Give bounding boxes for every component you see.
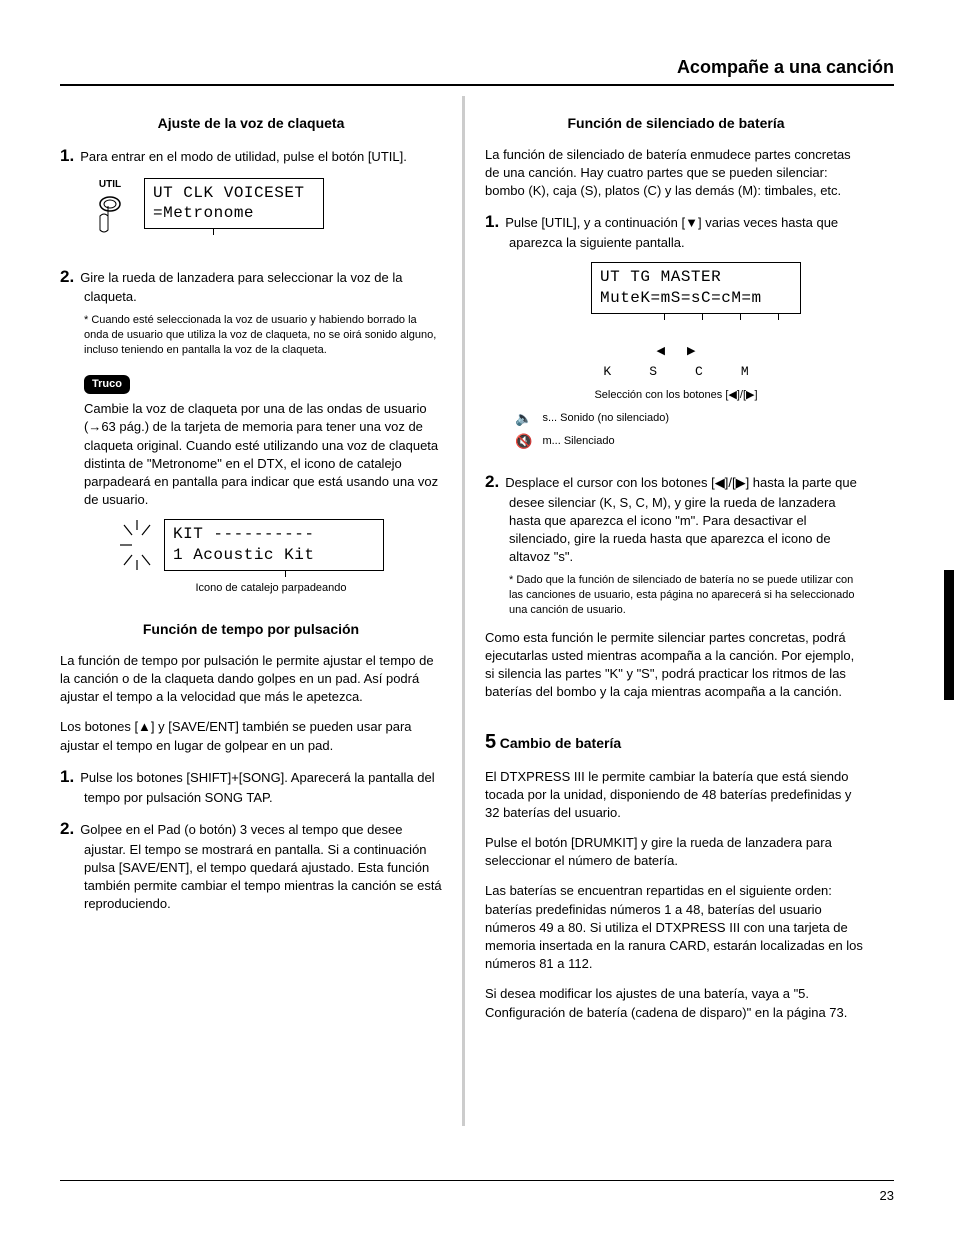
page-header: Acompañe a una canción [60,55,894,86]
lcd2-caption: Icono de catalejo parpadeando [100,581,442,596]
legend-speaker: s... Sonido (no silenciado) [542,411,669,431]
tap-step2-text: Golpee en el Pad (o botón) 3 veces al te… [80,822,441,911]
legend-mute: m... Silenciado [542,434,614,454]
letter-c: C [695,363,703,381]
mute-icon: 🔇 [515,434,532,454]
page-number: 23 [880,1188,894,1203]
cd-text1: Pulse el botón [DRUMKIT] y gire la rueda… [485,834,867,870]
cd-text2: Las baterías se encuentran repartidas en… [485,882,867,973]
mute-step2-text: Desplace el cursor con los botones [◀]/[… [505,475,857,564]
lcd2-line2: 1 Acoustic Kit [173,546,314,564]
cd-para: El DTXPRESS III le permite cambiar la ba… [485,768,867,823]
mute-step2-note: * Dado que la función de silenciado de b… [485,573,867,619]
mute-step-1: 1. Pulse [UTIL], y a continuación [▼] var… [485,210,867,252]
legend-nav: Selección con los botones [◀]/[▶] [485,388,867,403]
lcd-kit: KIT ---------- 1 Acoustic Kit [164,519,384,571]
lcd2-line1: KIT ---------- [173,525,314,543]
step-1: 1. Para entrar en el modo de utilidad, pu… [60,144,442,168]
nav-triangles: ◀ ▶ [485,344,867,359]
mute-step1-num: 1. [485,212,499,231]
lcd1-line1: UT CLK VOICESET [153,184,305,202]
util-label: UTIL [90,178,130,192]
triangle-right-icon: ▶ [687,344,695,359]
tap-para-2: Los botones [▲] y [SAVE/ENT] también se … [60,718,442,754]
tap-step1-num: 1. [60,767,74,786]
truco-text: Cambie la voz de claqueta por una de las… [60,400,442,509]
lcd3-line1: UT TG MASTER [600,268,721,286]
mute-step1-text: Pulse [UTIL], y a continuación [▼] varia… [505,215,838,250]
util-button-icon: UTIL [90,178,130,243]
kit-lcd-display: KIT ---------- 1 Acoustic Kit [120,519,442,571]
press-button-icon [90,192,130,238]
tap-step2-num: 2. [60,819,74,838]
mute-step-2: 2. Desplace el cursor con los botones [◀]… [485,470,867,567]
header-title: Acompañe a una canción [60,55,894,80]
right-column: Función de silenciado de batería La func… [477,96,867,1126]
step-2-text: Gire la rueda de lanzadera para seleccio… [80,270,402,305]
left-column: Ajuste de la voz de claqueta 1. Para entr… [60,96,450,1126]
step-2: 2. Gire la rueda de lanzadera para selecc… [60,265,442,307]
step-2-num: 2. [60,267,74,286]
triangle-left-icon: ◀ [657,344,665,359]
tap-step-2: 2. Golpee en el Pad (o botón) 3 veces al … [60,817,442,914]
label-letters-row: K S C M [485,363,867,381]
tap-step1-text: Pulse los botones [SHIFT]+[SONG]. Aparec… [80,770,434,805]
util-illustration: UTIL UT CLK VOICESET =Metronome [90,178,442,243]
mute-step2-num: 2. [485,472,499,491]
step-2-note: * Cuando esté seleccionada la voz de usu… [60,313,442,359]
section-5-title: Cambio de batería [500,735,621,751]
flash-rays-icon [120,520,154,570]
step-1-num: 1. [60,146,74,165]
speaker-icon: 🔈 [515,411,532,431]
truco-badge: Truco [84,375,130,394]
column-divider [462,96,465,1126]
mute-ref-para: Como esta función le permite silenciar p… [485,629,867,702]
lcd-master: UT TG MASTER MuteK=mS=sC=cM=m [591,262,801,314]
step-1-text: Para entrar en el modo de utilidad, puls… [80,149,407,164]
click-voice-heading: Ajuste de la voz de claqueta [60,114,442,134]
letter-s: S [649,363,657,381]
tap-step-1: 1. Pulse los botones [SHIFT]+[SONG]. Apar… [60,765,442,807]
letter-m: M [741,363,749,381]
side-tab [944,570,954,700]
tap-tempo-heading: Función de tempo por pulsación [60,620,442,640]
lcd3-line2: MuteK=mS=sC=cM=m [600,289,762,307]
section-5-num: 5 [485,731,496,753]
letter-k: K [603,363,611,381]
page-footer: 23 [60,1180,894,1205]
lcd1-line2: =Metronome [153,204,254,222]
mute-para: La función de silenciado de batería enmu… [485,146,867,201]
tap-para-1: La función de tempo por pulsación le per… [60,652,442,707]
mute-heading: Función de silenciado de batería [485,114,867,134]
cd-text3: Si desea modificar los ajustes de una ba… [485,985,867,1021]
lcd-voiceset: UT CLK VOICESET =Metronome [144,178,324,230]
